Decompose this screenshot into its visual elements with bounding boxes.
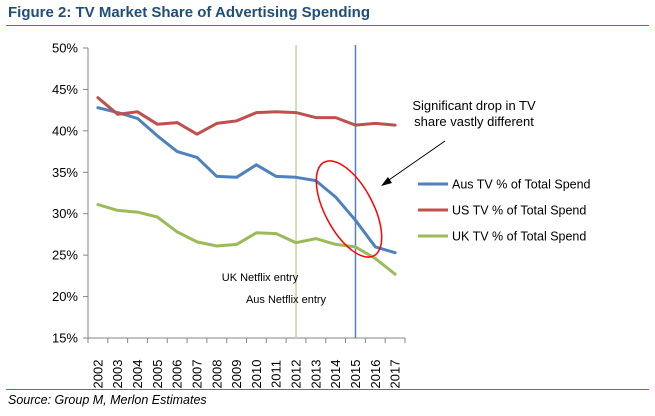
title-divider <box>6 25 649 26</box>
legend-label: Aus TV % of Total Spend <box>452 178 591 192</box>
x-tick-label: 2006 <box>170 360 185 389</box>
y-tick-label: 15% <box>52 331 78 346</box>
x-tick-label: 2009 <box>229 360 244 389</box>
y-tick-label: 40% <box>52 123 78 138</box>
x-tick-label: 2008 <box>209 360 224 389</box>
annotation-arrow <box>385 140 446 183</box>
netflix-entry-label: Aus Netflix entry <box>246 294 327 306</box>
arrow-head <box>381 177 392 186</box>
netflix-entry-markers: UK Netflix entry Aus Netflix entry <box>222 45 357 338</box>
x-axis-ticks: 2002 2003 2004 2005 2006 2007 2008 2009 2010 2011… <box>87 338 406 389</box>
annotation-text: share vastly different <box>414 114 534 129</box>
highlight-ellipse <box>315 160 383 258</box>
x-tick-label: 2007 <box>189 360 204 389</box>
x-tick-label: 2016 <box>368 360 383 389</box>
source-note: Source: Group M, Merlon Estimates <box>8 393 207 407</box>
x-tick-label: 2017 <box>388 360 403 389</box>
x-tick-label: 2004 <box>130 360 145 389</box>
netflix-entry-label: UK Netflix entry <box>222 272 299 284</box>
y-tick-label: 25% <box>52 248 78 263</box>
x-tick-label: 2005 <box>150 360 165 389</box>
x-tick-label: 2011 <box>269 360 284 388</box>
series-line <box>96 106 397 255</box>
y-tick-label: 30% <box>52 206 78 221</box>
series-line <box>96 96 397 136</box>
line-chart: 15%20%25%30%35%40%45%50% 2002 2003 2004 200… <box>52 41 591 389</box>
legend-label: UK TV % of Total Spend <box>452 230 586 244</box>
figure-title: Figure 2: TV Market Share of Advertising… <box>8 4 370 21</box>
x-tick-label: 2010 <box>249 360 264 389</box>
annotation-text: Significant drop in TV <box>412 98 536 113</box>
y-tick-label: 45% <box>52 82 78 97</box>
series-lines <box>96 96 397 276</box>
x-tick-label: 2012 <box>289 360 304 389</box>
chart-legend: Aus TV % of Total Spend US TV % of Total … <box>418 178 591 244</box>
y-axis-ticks: 15% 20% 25% 30% 35% 40% 45% 50% <box>52 41 88 346</box>
x-tick-label: 2003 <box>110 360 125 389</box>
source-divider <box>6 389 649 390</box>
x-tick-label: 2002 <box>90 360 105 389</box>
x-tick-label: 2013 <box>308 360 323 389</box>
x-tick-label: 2014 <box>328 360 343 389</box>
y-tick-label: 35% <box>52 165 78 180</box>
x-tick-label: 2015 <box>348 360 363 389</box>
legend-label: US TV % of Total Spend <box>452 204 586 218</box>
y-tick-label: 50% <box>52 41 78 56</box>
y-tick-label: 20% <box>52 289 78 304</box>
